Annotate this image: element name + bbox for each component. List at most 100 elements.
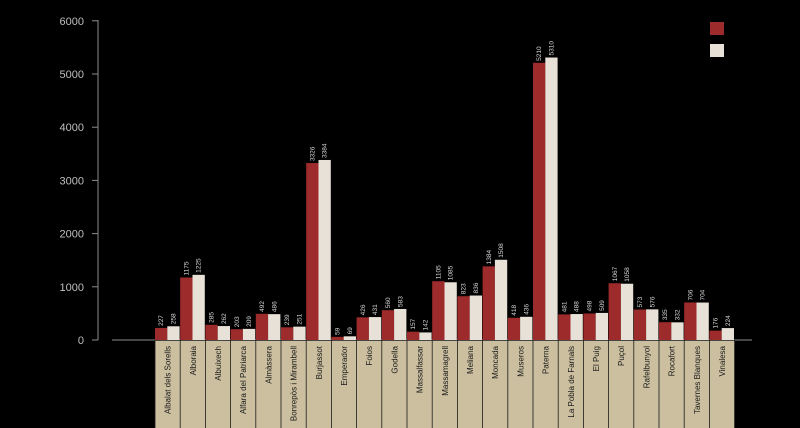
- bar: [167, 326, 180, 340]
- bar: [646, 309, 659, 340]
- bar: [620, 283, 634, 340]
- bar: [343, 336, 356, 340]
- bar: [205, 324, 218, 340]
- bar: [545, 57, 558, 341]
- category-label: Massamagrell: [441, 346, 450, 396]
- category-label: Albuixech: [214, 346, 223, 381]
- bar-value-label: 3326: [309, 146, 316, 161]
- category-label: La Pobla de Farnals: [567, 346, 576, 418]
- bar-value-label: 426: [360, 304, 367, 315]
- category-label: Massalfassar: [416, 346, 425, 393]
- bar-value-label: 258: [170, 313, 177, 324]
- bar-value-label: 576: [649, 296, 656, 307]
- category-label: Vinalesa: [718, 345, 727, 376]
- bar-value-label: 142: [422, 319, 429, 330]
- y-tick-label: 1000: [60, 282, 84, 294]
- bar: [306, 163, 319, 340]
- bar-value-label: 1105: [435, 265, 442, 279]
- legend-swatch-series-2: [710, 44, 724, 57]
- bar: [520, 316, 533, 340]
- bar-value-label: 262: [221, 313, 228, 324]
- bar: [469, 295, 482, 340]
- bar-value-label: 209: [246, 316, 253, 327]
- category-label: Almàssera: [264, 345, 273, 383]
- bar: [368, 317, 382, 340]
- bar-value-label: 1384: [486, 250, 493, 265]
- bar: [633, 309, 647, 340]
- bar-value-label: 227: [158, 315, 165, 326]
- bar: [394, 308, 407, 340]
- bar: [293, 326, 306, 340]
- bar: [721, 328, 734, 340]
- bar-value-label: 239: [284, 314, 291, 325]
- category-label: Bonrepòs i Mirambell: [290, 346, 299, 421]
- category-label: Moncada: [491, 345, 500, 378]
- bar: [507, 317, 521, 340]
- bar-value-label: 1225: [196, 258, 203, 273]
- category-label: Emperador: [340, 346, 349, 386]
- y-tick-label: 3000: [60, 175, 84, 187]
- bar-value-label: 823: [461, 283, 468, 294]
- y-tick-label: 5000: [60, 69, 84, 81]
- bar-value-label: 285: [209, 312, 216, 323]
- bar: [533, 62, 546, 340]
- bar: [217, 326, 230, 340]
- bar-value-label: 573: [637, 296, 644, 307]
- bar-value-label: 560: [385, 297, 392, 308]
- bar: [684, 302, 697, 340]
- category-label: Godella: [390, 345, 399, 373]
- bar-value-label: 5210: [536, 46, 543, 61]
- y-tick-label: 6000: [60, 16, 84, 28]
- bar: [595, 312, 608, 340]
- bar-value-label: 335: [662, 309, 669, 320]
- category-label: Alboraia: [189, 345, 198, 375]
- category-label: Museros: [516, 346, 525, 377]
- bar-value-label: 418: [511, 305, 518, 316]
- bar-value-label: 1508: [498, 243, 505, 258]
- bar: [230, 329, 243, 340]
- bar-value-label: 481: [561, 301, 568, 312]
- bar: [608, 283, 621, 340]
- category-label: Rafelbunyol: [642, 346, 651, 388]
- bar: [709, 330, 722, 340]
- category-label: Burjassot: [315, 345, 324, 379]
- bar-value-label: 1175: [183, 261, 190, 275]
- category-label: Albalat dels Sorells: [164, 346, 173, 414]
- legend: [710, 22, 724, 57]
- bar: [570, 314, 583, 340]
- bar-value-label: 224: [725, 315, 732, 326]
- bar-value-label: 704: [700, 289, 707, 300]
- bar: [381, 310, 395, 340]
- legend-swatch-series-1: [710, 22, 724, 35]
- bar: [494, 259, 508, 340]
- bar: [242, 328, 256, 340]
- y-tick-label: 2000: [60, 229, 84, 241]
- category-labels: Albalat dels Sorells Alboraia Albuixech Alf…: [164, 345, 727, 421]
- bar-value-label: 836: [473, 282, 480, 293]
- bar-value-label: 498: [587, 300, 594, 311]
- bar: [419, 332, 432, 340]
- bar-value-label: 1058: [624, 267, 631, 282]
- bar: [457, 296, 470, 340]
- bar: [558, 314, 571, 340]
- bar: [482, 266, 495, 340]
- bar-value-label: 488: [574, 301, 581, 312]
- y-tick-label: 4000: [60, 122, 84, 134]
- bar-value-label: 583: [397, 296, 404, 307]
- bar: [432, 281, 445, 340]
- bar: [268, 314, 281, 340]
- category-label: Paterna: [542, 345, 551, 374]
- bar-value-label: 436: [523, 304, 530, 315]
- bar-value-label: 157: [410, 318, 417, 329]
- bar: [180, 277, 193, 340]
- bar-value-label: 5310: [548, 41, 555, 56]
- bar: [281, 327, 294, 340]
- bar-value-label: 176: [713, 317, 720, 328]
- bar: [192, 274, 205, 340]
- y-axis: 0 1000 2000 3000 4000 5000 6000: [60, 16, 752, 347]
- bars: [155, 57, 734, 341]
- bar: [318, 159, 331, 340]
- bar-value-label: 251: [296, 313, 303, 324]
- category-label: Puçol: [617, 346, 626, 366]
